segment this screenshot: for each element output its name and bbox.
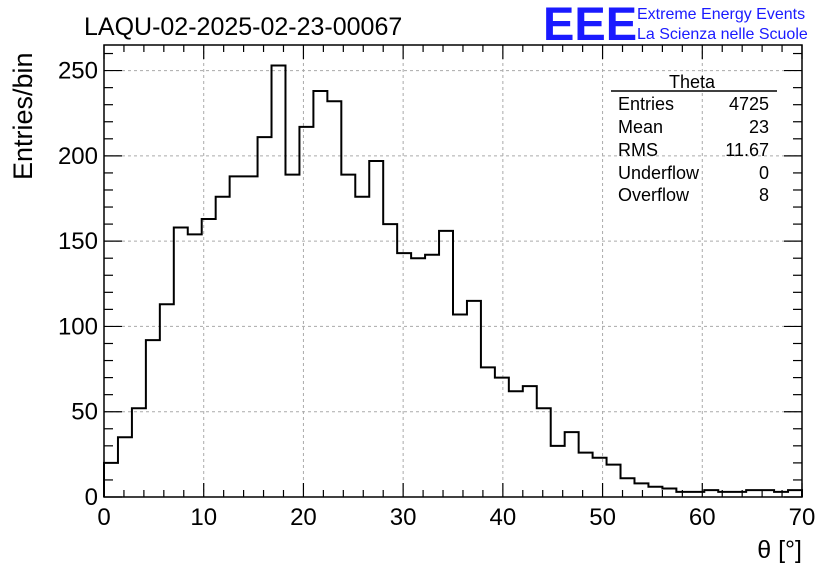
logo-line-1: Extreme Energy Events: [637, 6, 805, 23]
x-tick-label: 30: [390, 504, 417, 531]
x-tick-label: 20: [290, 504, 317, 531]
plot-frame: [103, 44, 803, 498]
logo-mark: EEE: [543, 0, 637, 50]
eee-logo: EEE Extreme Energy Events La Scienza nel…: [543, 0, 808, 50]
stats-label-overflow: Overflow: [618, 185, 690, 205]
x-tick-label: 70: [789, 504, 816, 531]
y-tick-label: 100: [58, 313, 98, 340]
axis-ticks: [103, 45, 803, 498]
stats-value-entries: 4725: [729, 94, 769, 114]
x-tick-label: 10: [190, 504, 217, 531]
x-axis-label: θ [°]: [757, 536, 802, 564]
logo-line-2: La Scienza nelle Scuole: [637, 26, 808, 43]
stats-box: Theta Entries 4725 Mean 23 RMS 11.67 Und…: [611, 72, 777, 205]
stats-label-rms: RMS: [618, 140, 658, 160]
y-tick-label: 50: [71, 399, 98, 426]
stats-value-rms: 11.67: [725, 140, 769, 160]
histogram-line: [103, 64, 803, 497]
y-tick-label: 0: [85, 484, 98, 511]
x-tick-label: 50: [589, 504, 616, 531]
x-tick-labels: 0 10 20 30 40 50 60 70: [97, 504, 815, 531]
x-tick-label: 0: [97, 504, 110, 531]
stats-title: Theta: [669, 72, 716, 92]
stats-value-overflow: 8: [759, 185, 769, 205]
x-tick-label: 40: [490, 504, 517, 531]
y-tick-label: 200: [58, 143, 98, 170]
x-tick-label: 60: [689, 504, 716, 531]
stats-value-mean: 23: [749, 117, 769, 137]
y-tick-label: 150: [58, 228, 98, 255]
stats-value-underflow: 0: [759, 163, 769, 183]
stats-label-entries: Entries: [618, 94, 674, 114]
y-axis-label: Entries/bin: [8, 52, 38, 180]
stats-label-underflow: Underflow: [618, 163, 700, 183]
y-tick-labels: 0 50 100 150 200 250: [58, 58, 98, 511]
stats-label-mean: Mean: [618, 117, 663, 137]
y-tick-label: 250: [58, 58, 98, 85]
run-title: LAQU-02-2025-02-23-00067: [84, 13, 402, 41]
